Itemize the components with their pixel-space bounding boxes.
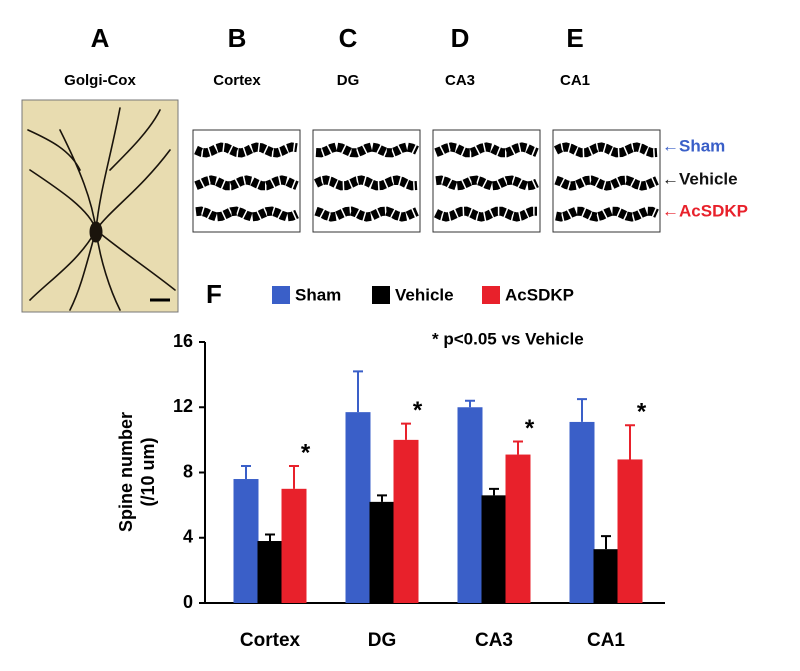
y-tick-label: 8 bbox=[183, 461, 193, 481]
bar bbox=[481, 495, 507, 603]
x-tick-label: Cortex bbox=[240, 630, 301, 651]
panel-letter: D bbox=[451, 23, 470, 53]
error-bar bbox=[353, 370, 363, 413]
dendrite bbox=[314, 175, 418, 191]
panel-subtitle: CA1 bbox=[560, 72, 590, 89]
bar bbox=[569, 421, 595, 603]
dendrite bbox=[554, 175, 659, 191]
x-tick-label: DG bbox=[368, 630, 397, 651]
error-bar bbox=[601, 535, 611, 550]
bar bbox=[257, 541, 283, 603]
panel-subtitle: CA3 bbox=[445, 72, 475, 89]
dendrite bbox=[435, 175, 539, 191]
panel-letter: C bbox=[339, 23, 358, 53]
error-bar bbox=[513, 440, 523, 455]
legend-label: Vehicle bbox=[395, 285, 454, 304]
panel-subtitle: DG bbox=[337, 72, 360, 89]
error-bar bbox=[489, 487, 499, 496]
error-bar bbox=[377, 494, 387, 502]
image-label: ←Sham bbox=[662, 136, 725, 155]
legend-swatch bbox=[372, 286, 390, 304]
y-axis-label: (/10 um) bbox=[138, 437, 158, 506]
bar bbox=[457, 407, 483, 603]
error-bar bbox=[577, 398, 587, 422]
panel-letter: B bbox=[228, 23, 247, 53]
y-tick-label: 16 bbox=[173, 331, 193, 351]
x-tick-label: CA1 bbox=[587, 630, 625, 651]
legend-label: AcSDKP bbox=[505, 285, 574, 304]
y-axis-label: Spine number bbox=[116, 412, 136, 532]
bar bbox=[593, 549, 619, 603]
bar bbox=[281, 488, 307, 603]
dendrite bbox=[314, 206, 419, 222]
panel-subtitle: Golgi-Cox bbox=[64, 72, 136, 89]
significance: * bbox=[413, 397, 423, 424]
error-bar bbox=[625, 424, 635, 460]
panel-subtitle: Cortex bbox=[213, 72, 261, 89]
panel-letter: F bbox=[206, 279, 222, 309]
error-bar bbox=[289, 464, 299, 489]
error-bar bbox=[265, 533, 275, 542]
bar bbox=[505, 454, 531, 603]
dendrite bbox=[434, 206, 537, 222]
panel-letter: A bbox=[91, 23, 110, 53]
dendrite bbox=[553, 142, 658, 158]
error-bar bbox=[465, 399, 475, 408]
significance: * bbox=[637, 399, 647, 426]
bar bbox=[369, 501, 395, 603]
dendrite bbox=[315, 142, 419, 158]
error-bar bbox=[401, 422, 411, 440]
legend-label: Sham bbox=[295, 285, 341, 304]
dendrite bbox=[195, 206, 299, 222]
significance: * bbox=[525, 415, 535, 442]
image-label: ←AcSDKP bbox=[662, 201, 748, 220]
y-tick-label: 0 bbox=[183, 592, 193, 612]
dendrite bbox=[194, 142, 298, 158]
error-bar bbox=[241, 464, 251, 480]
legend-swatch bbox=[482, 286, 500, 304]
bar bbox=[345, 412, 371, 603]
bar bbox=[617, 459, 643, 603]
bar bbox=[233, 479, 259, 603]
image-label: ←Vehicle bbox=[662, 169, 738, 188]
dendrite bbox=[194, 175, 299, 191]
annotation: * p<0.05 vs Vehicle bbox=[432, 329, 584, 348]
significance: * bbox=[301, 439, 311, 466]
legend-swatch bbox=[272, 286, 290, 304]
x-tick-label: CA3 bbox=[475, 630, 513, 651]
dendrite bbox=[434, 142, 539, 158]
panel-letter: E bbox=[566, 23, 583, 53]
dendrite bbox=[555, 206, 659, 222]
y-tick-label: 4 bbox=[183, 527, 193, 547]
bar bbox=[393, 439, 419, 603]
y-tick-label: 12 bbox=[173, 396, 193, 416]
neuron-drawing bbox=[27, 107, 176, 311]
